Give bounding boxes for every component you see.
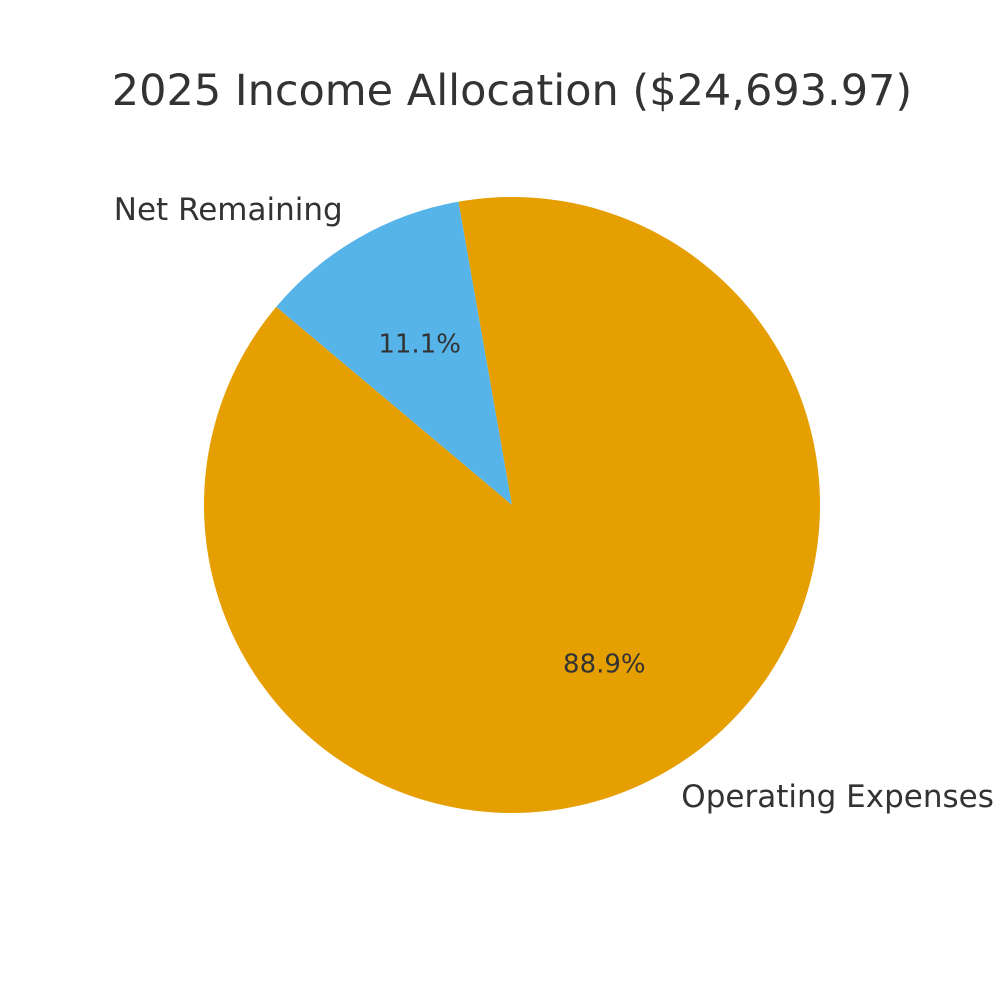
pie-slice-net-remaining [276, 201, 512, 506]
slice-percent-label: 11.1% [378, 329, 461, 359]
pie-slice-operating-expenses [204, 197, 821, 813]
slice-label: Net Remaining [114, 192, 343, 228]
chart-title: 2025 Income Allocation ($24,693.97) [112, 66, 912, 116]
slice-percent-label: 88.9% [563, 650, 646, 680]
slice-label: Operating Expenses [681, 779, 994, 815]
